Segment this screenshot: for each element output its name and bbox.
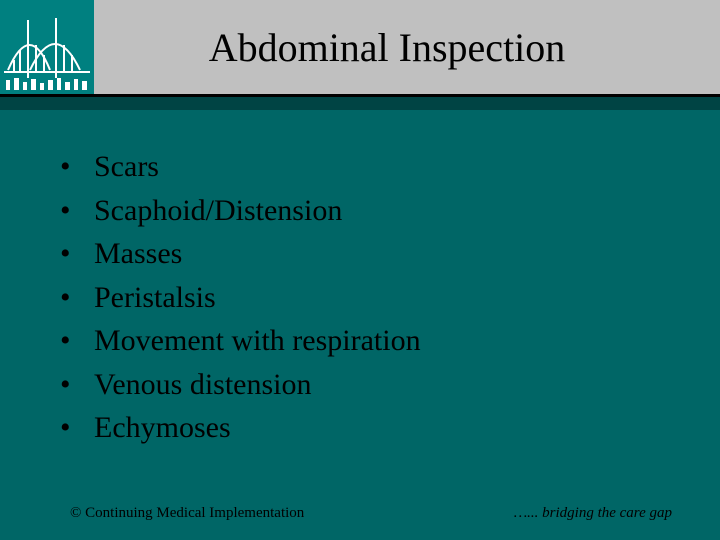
bullet-text: Masses xyxy=(94,232,182,276)
bullet-dot: • xyxy=(60,189,94,233)
bridge-icon xyxy=(0,0,94,94)
bullet-text: Scars xyxy=(94,145,159,189)
list-item: •Masses xyxy=(60,232,680,276)
bullet-text: Echymoses xyxy=(94,406,231,450)
bullet-dot: • xyxy=(60,319,94,363)
content-area: •Scars •Scaphoid/Distension •Masses •Per… xyxy=(60,145,680,450)
list-item: •Movement with respiration xyxy=(60,319,680,363)
footer-right: …... bridging the care gap xyxy=(514,505,672,522)
footer: © Continuing Medical Implementation …...… xyxy=(0,505,720,522)
list-item: •Echymoses xyxy=(60,406,680,450)
bullet-dot: • xyxy=(60,145,94,189)
list-item: •Scars xyxy=(60,145,680,189)
list-item: •Scaphoid/Distension xyxy=(60,189,680,233)
bullet-dot: • xyxy=(60,363,94,407)
logo-box xyxy=(0,0,94,94)
header-band: Abdominal Inspection xyxy=(0,0,720,94)
slide-title: Abdominal Inspection xyxy=(94,24,720,71)
bullet-dot: • xyxy=(60,232,94,276)
bullet-text: Peristalsis xyxy=(94,276,216,320)
header-shadow xyxy=(0,94,720,110)
bullet-dot: • xyxy=(60,276,94,320)
bullet-list: •Scars •Scaphoid/Distension •Masses •Per… xyxy=(60,145,680,450)
list-item: •Venous distension xyxy=(60,363,680,407)
bullet-text: Movement with respiration xyxy=(94,319,421,363)
bullet-dot: • xyxy=(60,406,94,450)
bullet-text: Venous distension xyxy=(94,363,312,407)
bullet-text: Scaphoid/Distension xyxy=(94,189,342,233)
footer-left: © Continuing Medical Implementation xyxy=(70,505,304,522)
list-item: •Peristalsis xyxy=(60,276,680,320)
